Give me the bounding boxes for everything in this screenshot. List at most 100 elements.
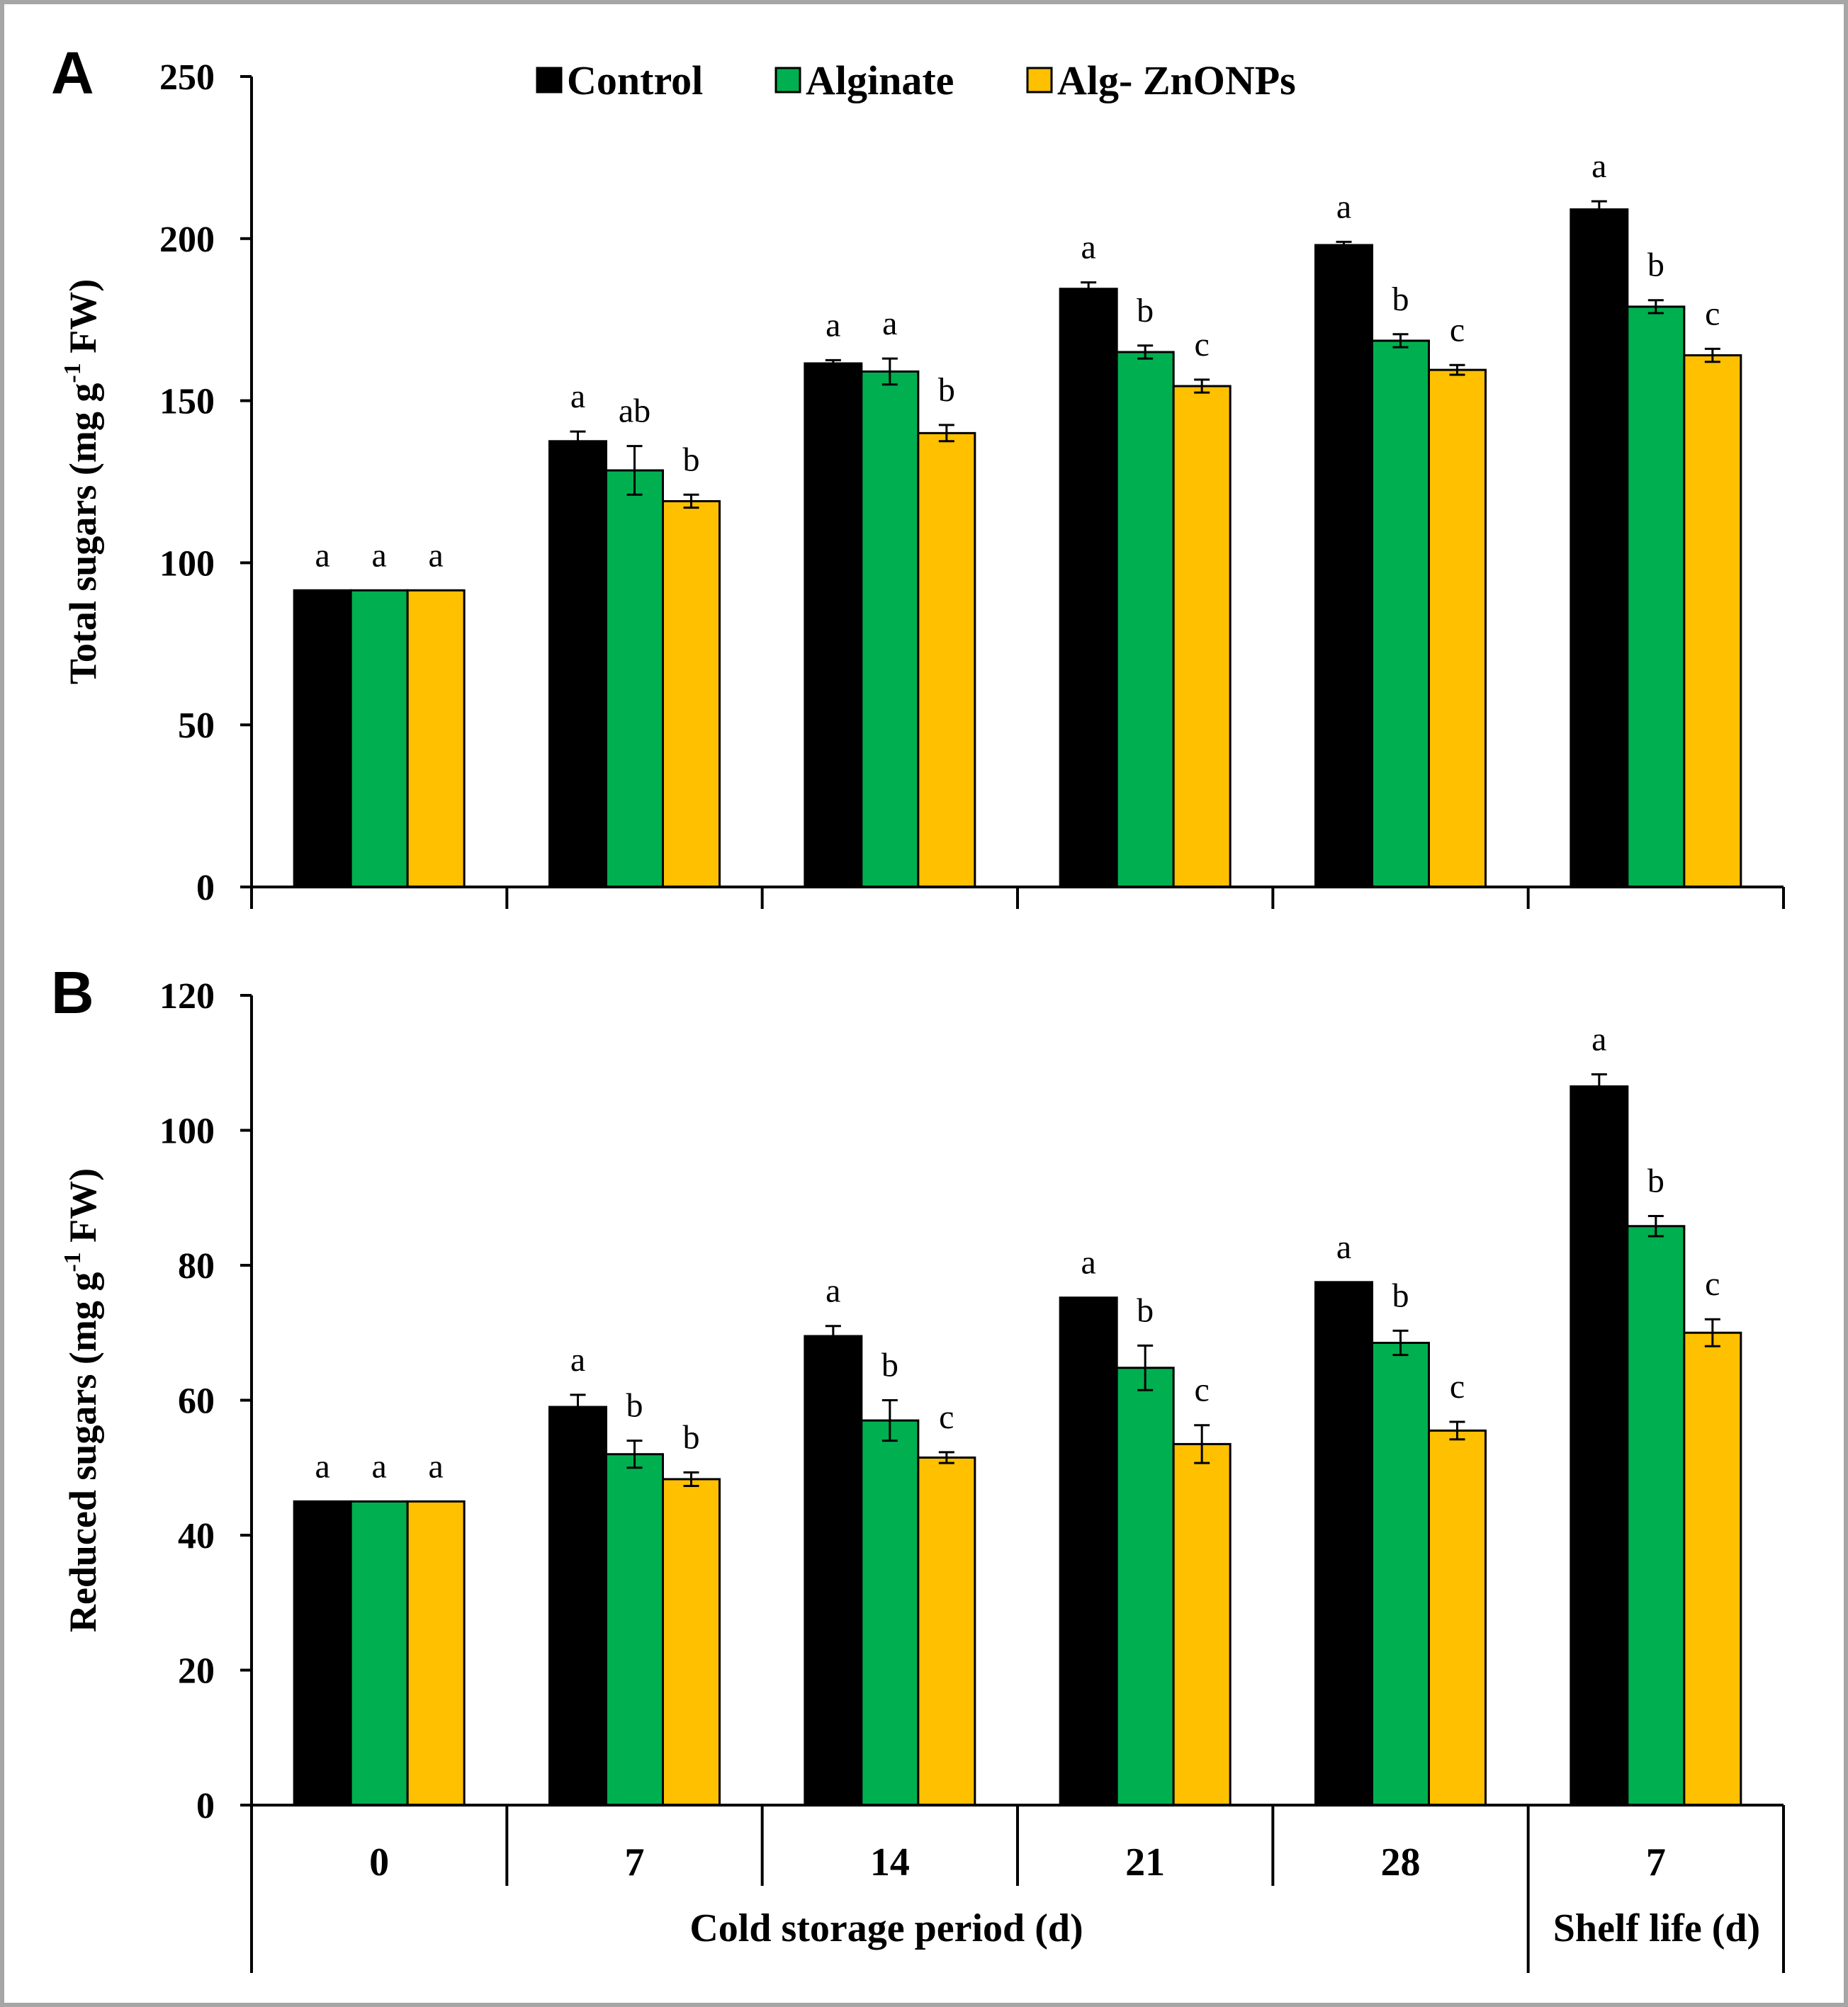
significance-letter-b: a bbox=[826, 1272, 840, 1310]
significance-letter-a: a bbox=[1081, 229, 1096, 266]
y-tick-label-a: 100 bbox=[159, 543, 215, 584]
x-group-label-cold-storage: Cold storage period (d) bbox=[689, 1906, 1083, 1950]
bar-a-control-0 bbox=[293, 589, 352, 888]
y-tick-label-a: 200 bbox=[159, 220, 215, 260]
x-group-label-shelf-life: Shelf life (d) bbox=[1553, 1906, 1760, 1950]
bar-b-alg-znonps-4 bbox=[1428, 1429, 1487, 1807]
bar-b-control-4 bbox=[1314, 1281, 1373, 1807]
y-axis-title-main: Total sugars (mg g bbox=[62, 383, 104, 685]
significance-letter-a: c bbox=[1450, 311, 1465, 349]
significance-letter-a: b bbox=[1647, 247, 1664, 284]
bar-b-alg-znonps-1 bbox=[662, 1478, 721, 1807]
bar-a-control-4 bbox=[1314, 244, 1373, 888]
x-category-label: 7 bbox=[1646, 1841, 1666, 1884]
y-axis-title-tail: FW) bbox=[62, 1168, 104, 1252]
y-axis-title-a: Total sugars (mg g-1 FW) bbox=[60, 279, 104, 684]
y-tick-label-a: 150 bbox=[159, 382, 215, 422]
significance-letter-a: c bbox=[1705, 295, 1720, 332]
y-tick-label-b: 40 bbox=[178, 1516, 215, 1556]
x-category-label: 7 bbox=[625, 1841, 645, 1884]
x-category-label: 0 bbox=[369, 1841, 389, 1884]
bar-a-alg-znonps-1 bbox=[662, 499, 721, 888]
bar-a-alginate-3 bbox=[1115, 351, 1175, 888]
bar-a-alg-znonps-4 bbox=[1428, 368, 1487, 888]
significance-letter-b: a bbox=[429, 1447, 444, 1485]
y-tick-label-a: 50 bbox=[178, 706, 215, 746]
panel-letter-b: B bbox=[51, 959, 94, 1026]
significance-letter-b: b bbox=[1392, 1277, 1409, 1314]
y-axis-title-superscript: -1 bbox=[60, 363, 86, 383]
significance-letter-a: a bbox=[315, 536, 330, 574]
significance-letter-a: a bbox=[826, 306, 840, 344]
y-axis-title-b: Reduced sugars (mg g-1 FW) bbox=[60, 1168, 104, 1632]
bar-b-control-3 bbox=[1059, 1296, 1118, 1807]
bar-a-alginate-1 bbox=[605, 469, 664, 888]
significance-letter-b: a bbox=[1081, 1244, 1096, 1282]
y-tick-label-b: 120 bbox=[159, 976, 215, 1017]
legend: Control Alginate Alg- ZnONPs bbox=[536, 57, 1296, 103]
significance-letter-a: a bbox=[1336, 188, 1351, 225]
significance-letter-b: b bbox=[1137, 1291, 1154, 1329]
legend-swatch-alginate bbox=[774, 67, 801, 94]
bar-b-control-1 bbox=[548, 1406, 607, 1807]
y-axis-title-main: Reduced sugars (mg g bbox=[62, 1272, 104, 1633]
bar-b-alg-znonps-5 bbox=[1683, 1331, 1742, 1807]
significance-letter-a: b bbox=[938, 371, 955, 409]
significance-letter-b: c bbox=[1705, 1265, 1720, 1303]
y-tick-label-b: 100 bbox=[159, 1112, 215, 1152]
x-category-label: 28 bbox=[1381, 1841, 1421, 1884]
significance-letter-a: ab bbox=[619, 392, 650, 430]
y-axis-title-superscript: -1 bbox=[60, 1252, 86, 1272]
bar-a-alginate-0 bbox=[349, 589, 409, 888]
bar-a-alginate-2 bbox=[860, 370, 920, 888]
significance-letter-a: b bbox=[1137, 292, 1154, 329]
panel-letter-a: A bbox=[51, 40, 94, 106]
bar-b-alginate-2 bbox=[860, 1419, 920, 1807]
significance-letter-a: b bbox=[1392, 281, 1409, 318]
bar-b-alginate-4 bbox=[1371, 1342, 1430, 1807]
significance-letter-b: c bbox=[1450, 1368, 1465, 1406]
bar-a-alg-znonps-3 bbox=[1172, 385, 1232, 888]
bar-a-control-1 bbox=[548, 440, 607, 888]
significance-letter-a: a bbox=[570, 378, 585, 415]
legend-swatch-alg-znonps bbox=[1026, 67, 1053, 94]
bar-a-control-2 bbox=[804, 362, 863, 888]
y-tick-label-b: 60 bbox=[178, 1381, 215, 1422]
significance-letter-a: a bbox=[429, 536, 444, 574]
bar-a-control-3 bbox=[1059, 288, 1118, 888]
significance-letter-a: a bbox=[882, 305, 897, 342]
bar-b-alginate-5 bbox=[1626, 1225, 1686, 1807]
bar-b-control-5 bbox=[1570, 1085, 1629, 1807]
significance-letter-b: b bbox=[626, 1387, 643, 1425]
bar-b-alg-znonps-2 bbox=[917, 1456, 976, 1807]
y-tick-label-b: 80 bbox=[178, 1246, 215, 1287]
x-category-label: 21 bbox=[1125, 1841, 1165, 1884]
bar-b-alginate-0 bbox=[349, 1500, 409, 1807]
legend-swatch-control bbox=[536, 67, 563, 94]
y-tick-label-a: 0 bbox=[196, 868, 215, 908]
bar-b-alg-znonps-0 bbox=[406, 1500, 466, 1807]
significance-letter-a: a bbox=[1591, 147, 1606, 185]
significance-letter-a: c bbox=[1195, 326, 1210, 363]
legend-label-alginate: Alginate bbox=[806, 57, 954, 103]
bar-b-alg-znonps-3 bbox=[1172, 1442, 1232, 1807]
significance-letter-b: b bbox=[881, 1347, 898, 1384]
bar-b-control-2 bbox=[804, 1335, 863, 1807]
x-category-label: 14 bbox=[870, 1841, 910, 1884]
y-tick-label-b: 20 bbox=[178, 1651, 215, 1692]
significance-letter-b: c bbox=[1195, 1372, 1210, 1409]
significance-letter-a: a bbox=[372, 536, 387, 574]
x-axis-labels: Cold storage period (d) Shelf life (d) bbox=[689, 1906, 1760, 1950]
bar-a-alg-znonps-5 bbox=[1683, 354, 1742, 888]
legend-label-alg-znonps: Alg- ZnONPs bbox=[1057, 57, 1296, 103]
significance-letter-b: a bbox=[372, 1447, 387, 1485]
bar-a-control-5 bbox=[1570, 208, 1629, 888]
bar-a-alg-znonps-0 bbox=[406, 589, 466, 888]
panel-b: B 0 20 40 60 80 100 120 Reduced sugars (mg g-1 … bbox=[51, 959, 1785, 1973]
bar-b-control-0 bbox=[293, 1500, 352, 1807]
bar-b-alginate-3 bbox=[1115, 1367, 1175, 1807]
bar-a-alginate-4 bbox=[1371, 339, 1430, 888]
significance-letter-b: b bbox=[1647, 1162, 1664, 1199]
significance-letter-b: a bbox=[315, 1447, 330, 1485]
